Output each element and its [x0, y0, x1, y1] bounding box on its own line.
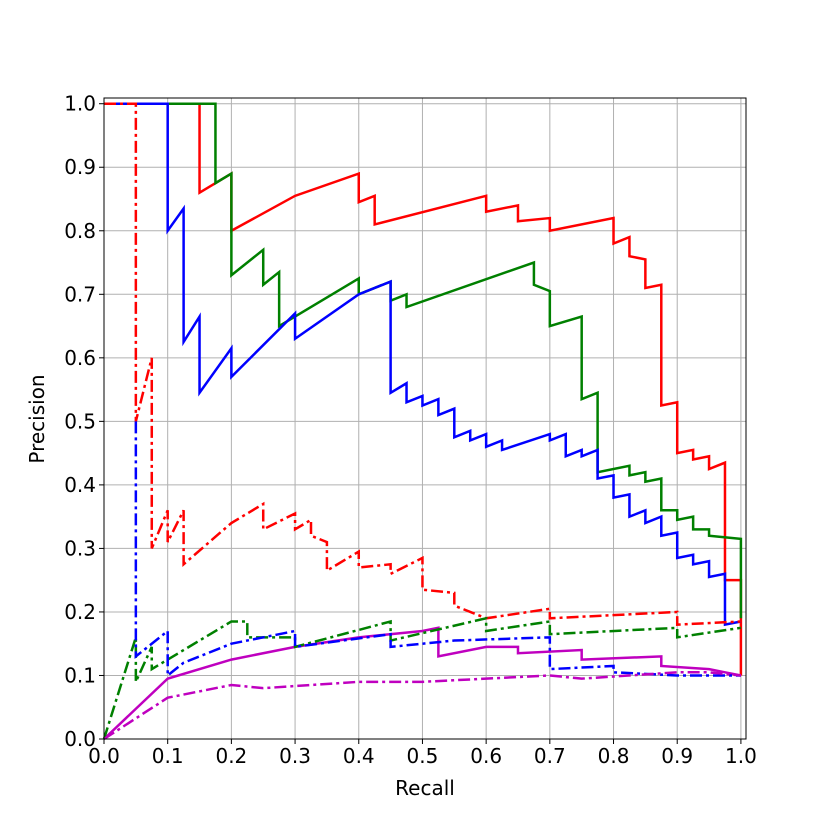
x-tick-label: 1.0	[725, 744, 757, 768]
line	[134, 421, 741, 679]
x-tick-label: 0.9	[661, 744, 693, 768]
line	[103, 671, 742, 741]
plot-frame	[103, 97, 747, 740]
line	[104, 102, 743, 676]
line	[104, 102, 743, 619]
y-axis-label: Precision	[25, 374, 49, 463]
y-tick-label: 1.0	[64, 92, 96, 116]
y-tick-label: 0.3	[64, 536, 96, 560]
x-tick-label: 0.0	[88, 744, 120, 768]
y-tick-label: 0.9	[64, 155, 96, 179]
line	[104, 102, 741, 626]
x-tick-label: 0.2	[215, 744, 247, 768]
line	[102, 616, 742, 740]
y-tick-label: 0.6	[64, 346, 96, 370]
x-tick-label: 0.7	[534, 744, 566, 768]
line	[103, 626, 742, 740]
line	[104, 102, 742, 627]
x-axis-label: Recall	[395, 776, 455, 800]
x-tick-label: 0.4	[343, 744, 375, 768]
y-tick-label: 0.7	[64, 282, 96, 306]
y-tick-label: 0.0	[64, 727, 96, 751]
x-tick-label: 0.5	[407, 744, 439, 768]
x-tick-label: 0.1	[152, 744, 184, 768]
y-tick-label: 0.4	[64, 473, 96, 497]
y-tick-label: 0.2	[64, 600, 96, 624]
y-tick-label: 0.5	[64, 409, 96, 433]
y-tick-label: 0.1	[64, 663, 96, 687]
y-tick-label: 0.8	[64, 219, 96, 243]
x-tick-label: 0.3	[279, 744, 311, 768]
x-tick-label: 0.8	[598, 744, 630, 768]
x-tick-label: 0.6	[470, 744, 502, 768]
